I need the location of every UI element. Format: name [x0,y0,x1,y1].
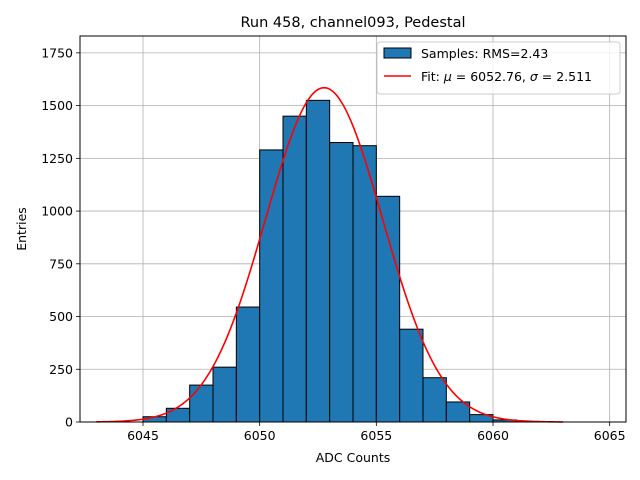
gaussian-fit-line [96,86,564,423]
y-tick-label: 1500 [41,98,73,113]
histogram-bar [235,306,261,423]
plot-frame [79,35,627,423]
histogram-bar [329,142,354,423]
histogram-bar [259,149,284,423]
y-tick-label: 1000 [41,204,73,219]
y-tick-label: 0 [65,415,73,430]
y-tick-label: 1750 [41,45,73,60]
histogram-bar [305,99,331,423]
x-tick-label: 6065 [594,428,626,443]
legend: Samples: RMS=2.43 Fit: μ = 6052.76, σ = … [376,41,621,95]
histogram-bar [422,377,447,423]
x-tick-label: 6055 [360,428,392,443]
y-axis-label: Entries [14,207,29,251]
histogram-bar [189,384,214,423]
x-tick-label: 6045 [127,428,159,443]
x-axis-label: ADC Counts [316,450,391,465]
x-axis-ticks: 6045 6050 6055 6060 6065 [127,422,626,443]
x-tick-label: 6050 [244,428,276,443]
histogram-bar [165,407,191,423]
histogram-bar [282,115,307,423]
chart-title: Run 458, channel093, Pedestal [240,15,465,31]
legend-fit-label: Fit: μ = 6052.76, σ = 2.511 [421,69,592,84]
histogram-bars [142,99,541,423]
y-axis-ticks: 0 250 500 750 1000 1250 1500 1750 [41,45,80,430]
histogram-bar [375,195,401,423]
histogram-bar [212,366,237,423]
legend-samples-swatch [383,47,412,59]
y-tick-label: 1250 [41,151,73,166]
histogram-bar [399,328,424,423]
legend-box [376,41,621,95]
x-tick-label: 6060 [477,428,509,443]
y-tick-label: 750 [49,256,73,271]
y-tick-label: 250 [49,362,73,377]
y-tick-label: 500 [49,309,73,324]
legend-samples-label: Samples: RMS=2.43 [421,46,548,61]
